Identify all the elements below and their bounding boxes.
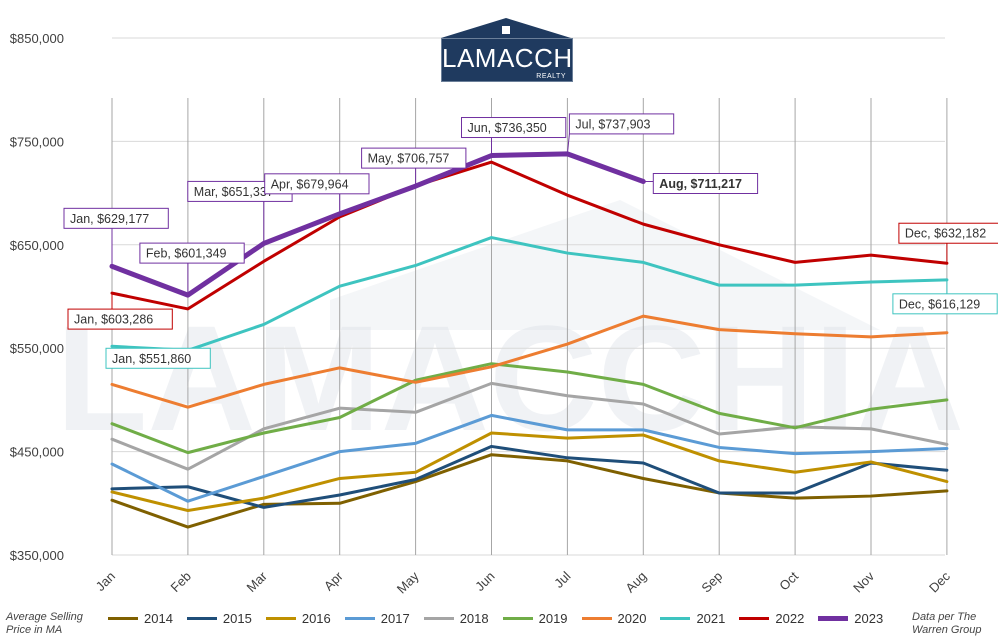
y-tick-label: $450,000 xyxy=(10,445,64,460)
annotation-box xyxy=(461,117,567,139)
series-line-2016 xyxy=(110,431,949,513)
series-line-2015 xyxy=(110,444,949,509)
x-tick-label: Jul xyxy=(551,568,573,590)
series-line-2020 xyxy=(110,314,949,409)
legend-label: 2017 xyxy=(380,611,410,626)
legend-item-2016: 2016 xyxy=(265,611,331,626)
y-tick-label: $350,000 xyxy=(10,548,64,563)
series-line-2014 xyxy=(110,453,949,529)
y-tick-label: $550,000 xyxy=(10,341,64,356)
annotation-label: Jan, $629,177 xyxy=(70,212,149,226)
y-tick-label: $850,000 xyxy=(10,31,64,46)
legend-swatch xyxy=(186,617,217,620)
y-tick-label: $650,000 xyxy=(10,238,64,253)
legend-item-2022: 2022 xyxy=(739,611,804,626)
x-tick-label: Aug xyxy=(622,569,649,596)
y-tick-label: $750,000 xyxy=(10,134,64,149)
legend-label: 2021 xyxy=(696,611,726,626)
legend-item-2014: 2014 xyxy=(108,611,173,626)
annotation-label: May, $706,757 xyxy=(368,152,450,166)
legend-item-2019: 2019 xyxy=(502,611,568,626)
annotation-label: Aug, $711,217 xyxy=(659,177,742,191)
legend-swatch xyxy=(660,617,691,620)
series-line-2021 xyxy=(110,236,949,352)
series-line-2019 xyxy=(110,362,949,455)
legend-label: 2023 xyxy=(854,611,884,626)
annotation-label: Dec, $616,129 xyxy=(899,297,980,311)
x-tick-label: Dec xyxy=(926,568,953,595)
annotation-box xyxy=(67,308,173,330)
chart-legend: 2014 2015 2016 2017 2018 2019 2020 2021 2022 2023 xyxy=(108,611,883,626)
series-line-2017 xyxy=(110,413,949,503)
footnote-left: Average Selling Price in MA xyxy=(6,611,83,636)
legend-label: 2020 xyxy=(617,611,647,626)
legend-label: 2019 xyxy=(538,611,568,626)
legend-swatch xyxy=(502,617,533,620)
x-tick-label: Jan xyxy=(93,569,118,594)
legend-item-2020: 2020 xyxy=(581,611,647,626)
annotation-label: Jul, $737,903 xyxy=(575,117,650,131)
annotation-box xyxy=(568,113,675,135)
annotation-box xyxy=(898,222,998,244)
legend-label: 2016 xyxy=(301,611,331,626)
annotation-label: Mar, $651,337 xyxy=(194,185,274,199)
annotation-label: Feb, $601,349 xyxy=(146,247,227,261)
annotation-box xyxy=(361,147,467,169)
legend-item-2021: 2021 xyxy=(660,611,725,626)
legend-swatch xyxy=(108,617,138,620)
legend-label: 2022 xyxy=(775,611,805,626)
brand-logo: LAMACCHIA REALTY xyxy=(441,38,599,82)
annotation-label: Apr, $679,964 xyxy=(271,177,349,191)
annotation-box xyxy=(892,293,998,315)
legend-swatch xyxy=(739,617,770,620)
legend-item-2018: 2018 xyxy=(423,611,489,626)
watermark-roof xyxy=(330,200,880,330)
x-tick-label: Nov xyxy=(850,568,877,595)
legend-swatch xyxy=(344,617,375,620)
x-tick-label: May xyxy=(394,568,422,596)
annotation-label: Jan, $551,860 xyxy=(112,352,191,366)
logo-window xyxy=(502,26,510,34)
logo-name: LAMACCHIA xyxy=(442,43,599,73)
legend-item-2017: 2017 xyxy=(344,611,410,626)
legend-swatch xyxy=(818,616,849,621)
x-tick-label: Oct xyxy=(776,568,801,593)
series-line-2022 xyxy=(110,160,949,311)
annotation-leader xyxy=(566,133,570,154)
x-tick-label: Jun xyxy=(472,569,497,594)
annotation-box xyxy=(105,347,211,369)
logo-sub: REALTY xyxy=(536,73,566,80)
annotation-box xyxy=(652,173,759,195)
annotation-label: Jun, $736,350 xyxy=(468,121,547,135)
legend-swatch xyxy=(265,617,296,620)
x-tick-label: Sep xyxy=(698,569,725,596)
legend-swatch xyxy=(581,617,612,620)
legend-label: 2014 xyxy=(144,611,173,626)
legend-item-2023: 2023 xyxy=(818,611,883,626)
x-tick-label: Apr xyxy=(321,568,346,593)
legend-item-2015: 2015 xyxy=(186,611,252,626)
footnote-right: Data per The Warren Group xyxy=(912,611,982,636)
annotation-box xyxy=(63,207,169,229)
annotation-label: Dec, $632,182 xyxy=(905,227,986,241)
annotation-label: Jan, $603,286 xyxy=(74,313,153,327)
series-line-2023 xyxy=(109,151,646,298)
annotation-box xyxy=(264,173,370,195)
legend-swatch xyxy=(423,617,454,620)
annotation-box xyxy=(139,242,245,264)
x-tick-label: Mar xyxy=(243,568,270,595)
legend-label: 2015 xyxy=(222,611,252,626)
x-tick-label: Feb xyxy=(168,569,194,595)
legend-label: 2018 xyxy=(459,611,489,626)
